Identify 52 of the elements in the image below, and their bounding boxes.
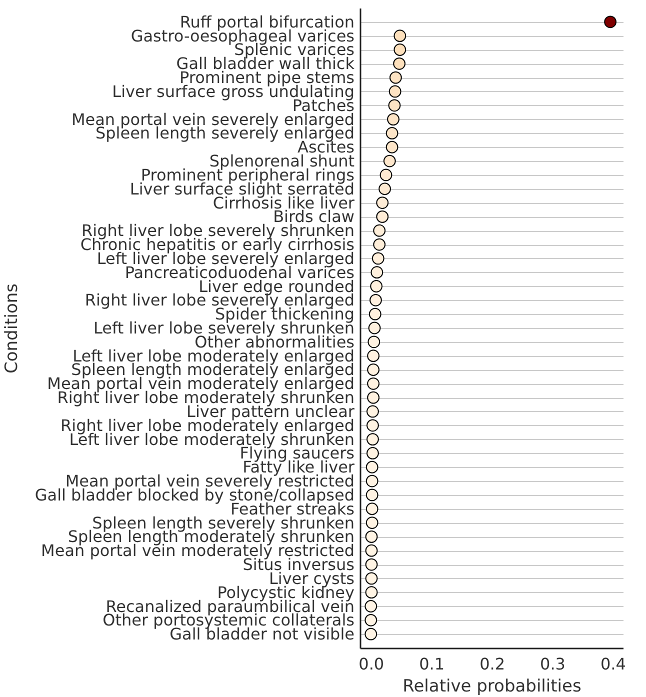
point bbox=[378, 182, 391, 196]
point bbox=[365, 544, 378, 557]
point bbox=[383, 154, 396, 168]
x-axis-title: Relative probabilities bbox=[402, 676, 582, 696]
point bbox=[365, 572, 378, 585]
point bbox=[366, 460, 378, 474]
point bbox=[386, 127, 398, 140]
point bbox=[367, 350, 380, 362]
point bbox=[388, 85, 402, 98]
point bbox=[370, 280, 383, 292]
point bbox=[389, 71, 402, 84]
point bbox=[376, 196, 389, 209]
point bbox=[376, 210, 389, 223]
x-tick-label: 0.1 bbox=[419, 654, 445, 674]
point bbox=[372, 252, 384, 265]
point bbox=[366, 488, 378, 502]
point bbox=[366, 405, 379, 418]
point bbox=[366, 502, 378, 516]
point bbox=[370, 266, 384, 279]
point bbox=[364, 628, 378, 640]
point bbox=[380, 168, 392, 182]
point bbox=[366, 447, 379, 460]
point bbox=[368, 308, 382, 320]
y-axis-title: Conditions bbox=[2, 283, 22, 374]
point bbox=[365, 530, 378, 543]
point bbox=[365, 586, 378, 599]
point bbox=[373, 224, 386, 237]
point bbox=[366, 419, 379, 432]
x-tick-label: 0.0 bbox=[358, 654, 384, 674]
point bbox=[370, 294, 382, 306]
point bbox=[367, 377, 380, 390]
point bbox=[393, 57, 406, 70]
point bbox=[364, 600, 378, 612]
point bbox=[604, 16, 617, 28]
point bbox=[366, 433, 379, 446]
point bbox=[394, 30, 406, 42]
point bbox=[367, 364, 380, 376]
point bbox=[367, 391, 380, 404]
point bbox=[368, 336, 380, 348]
x-tick-label: 0.3 bbox=[540, 654, 566, 674]
point bbox=[365, 558, 378, 571]
point bbox=[387, 113, 400, 126]
point bbox=[394, 44, 406, 56]
point bbox=[386, 140, 398, 154]
point bbox=[368, 322, 381, 334]
point bbox=[366, 474, 378, 488]
point bbox=[388, 99, 401, 112]
point bbox=[366, 516, 378, 529]
x-tick-label: 0.2 bbox=[480, 654, 506, 674]
point bbox=[373, 238, 386, 251]
point bbox=[364, 614, 378, 626]
x-tick-label: 0.4 bbox=[600, 654, 626, 674]
